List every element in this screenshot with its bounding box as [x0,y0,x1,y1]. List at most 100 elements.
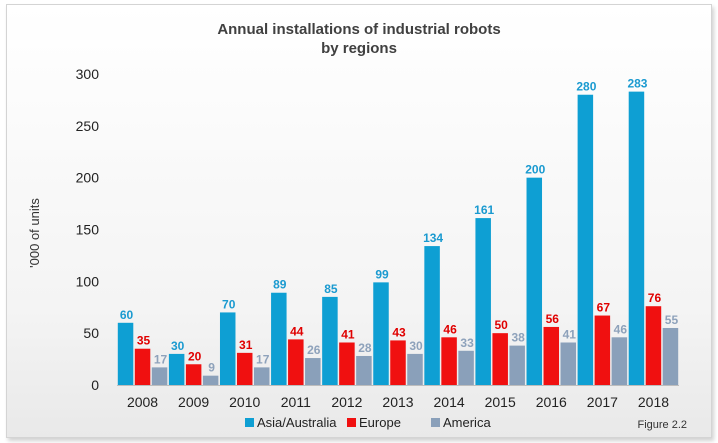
data-label: 99 [375,267,389,281]
legend-swatch [431,418,440,427]
bar-asia-australia-2018 [628,91,645,385]
data-label: 30 [171,339,185,353]
bar-asia-australia-2013 [373,282,389,385]
data-label: 67 [597,301,611,315]
bar-america-2016 [560,342,577,385]
x-tick-label: 2017 [587,394,618,410]
bar-europe-2010 [236,352,253,385]
data-label: 43 [392,325,406,339]
bar-europe-2018 [645,306,662,385]
y-tick-label: 0 [91,377,99,393]
y-tick-label: 150 [76,222,100,238]
data-label: 17 [256,352,270,366]
data-label: 50 [495,318,509,332]
data-label: 85 [324,282,338,296]
data-labels-group: 6035173020970311789442685412899433013446… [120,77,679,375]
bar-europe-2011 [288,339,304,385]
bar-america-2013 [407,353,423,385]
y-tick-label: 100 [76,273,100,289]
data-label: 17 [154,352,168,366]
y-tick-label: 50 [83,325,99,341]
legend-label: Asia/Australia [257,415,337,430]
data-label: 31 [239,338,253,352]
bar-asia-australia-2011 [271,292,287,385]
x-tick-label: 2014 [434,394,465,410]
x-tick-label: 2012 [331,394,362,410]
bar-asia-australia-2010 [219,312,236,385]
bars-group [117,91,679,385]
x-tick-label: 2008 [127,394,158,410]
x-tick-label: 2018 [638,394,669,410]
data-label: 33 [460,336,474,350]
y-tick-label: 250 [76,118,100,134]
bar-asia-australia-2017 [577,94,594,385]
y-tick-label: 300 [76,66,100,82]
chart-frame: Annual installations of industrial robot… [6,4,712,438]
y-axis-ticks: 0 50 100 150 200 250 300 [76,66,100,393]
x-tick-label: 2010 [229,394,260,410]
data-label: 161 [474,203,494,217]
data-label: 134 [423,231,443,245]
bar-america-2017 [611,337,628,385]
bar-europe-2009 [185,364,202,385]
bar-europe-2014 [441,337,457,385]
x-tick-label: 2011 [281,394,311,410]
data-label: 56 [546,312,560,326]
bar-europe-2013 [390,340,406,385]
data-label: 30 [409,339,423,353]
bar-europe-2016 [543,326,560,385]
bar-europe-2012 [339,342,355,385]
data-label: 46 [614,322,628,336]
legend-label: Europe [359,415,401,430]
bar-europe-2015 [492,333,508,385]
bar-america-2014 [458,350,474,385]
x-tick-label: 2009 [178,394,209,410]
data-label: 9 [208,361,215,375]
data-label: 76 [648,291,662,305]
data-label: 44 [290,324,304,338]
data-label: 41 [563,327,577,341]
bar-asia-australia-2016 [526,177,543,385]
bar-america-2010 [253,367,270,385]
data-label: 70 [222,297,236,311]
bar-asia-australia-2015 [475,218,491,385]
legend-label: America [443,415,491,430]
data-label: 38 [512,331,526,345]
bar-asia-australia-2009 [168,353,185,385]
bar-america-2008 [151,367,168,385]
bar-chart: Annual installations of industrial robot… [27,21,687,431]
data-label: 46 [443,322,457,336]
data-label: 280 [576,80,596,94]
x-axis-ticks: 2008 2009 2010 2011 2012 2013 2014 2015 2016 2017… [127,394,669,410]
bar-america-2015 [509,345,525,385]
x-tick-label: 2015 [485,394,516,410]
chart-title-line-1: Annual installations of industrial robot… [217,21,500,38]
x-tick-label: 2013 [382,394,413,410]
data-label: 283 [627,77,647,91]
legend-swatch [245,418,254,427]
figure-note: Figure 2.2 [637,419,687,431]
bar-asia-australia-2012 [322,296,338,385]
y-tick-label: 200 [76,170,100,186]
bar-america-2009 [202,375,219,385]
data-label: 20 [188,349,202,363]
legend-swatch [347,418,356,427]
bar-america-2011 [305,358,321,385]
bar-europe-2017 [594,315,611,385]
data-label: 55 [665,313,679,327]
y-axis-label: '000 of units [27,198,42,268]
x-tick-label: 2016 [536,394,567,410]
chart-title-line-2: by regions [321,40,397,57]
data-label: 89 [273,278,287,292]
data-label: 26 [307,343,321,357]
legend: Asia/Australia Europe America [245,415,491,430]
data-label: 41 [341,327,355,341]
bar-europe-2008 [134,348,151,385]
data-label: 60 [120,308,134,322]
bar-asia-australia-2014 [424,246,440,385]
data-label: 28 [358,341,372,355]
data-label: 35 [137,334,151,348]
bar-asia-australia-2008 [117,322,134,385]
bar-america-2012 [356,355,372,385]
data-label: 200 [525,163,545,177]
